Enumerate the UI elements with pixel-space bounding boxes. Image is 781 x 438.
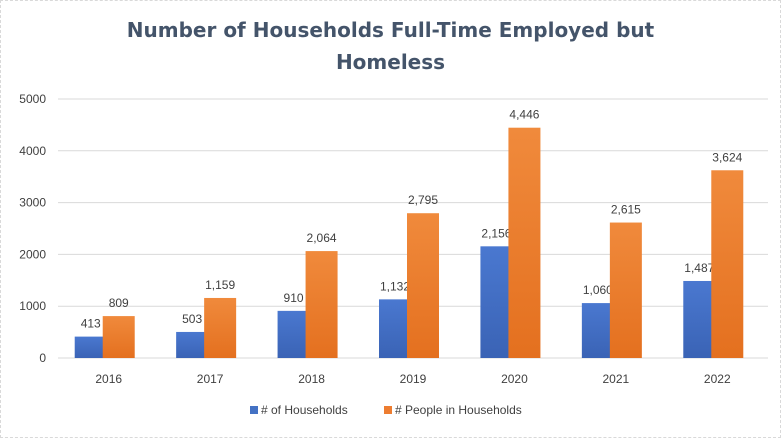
chart-title: Number of Households Full-Time Employed … — [0, 14, 781, 78]
data-label: 2,795 — [408, 193, 438, 207]
bar-people — [711, 170, 744, 358]
y-tick-label: 4000 — [19, 144, 46, 158]
data-label: 2,156 — [481, 226, 511, 240]
bar-people — [305, 251, 338, 358]
legend-swatch-people — [384, 406, 392, 414]
bar-households — [176, 331, 209, 358]
x-tick-label: 2019 — [400, 372, 427, 386]
x-tick-label: 2020 — [501, 372, 528, 386]
chart-title-line-1: Number of Households Full-Time Employed … — [126, 18, 655, 42]
data-label: 1,159 — [205, 278, 235, 292]
bar-households — [379, 299, 411, 358]
legend-label-people: # People in Households — [395, 403, 522, 417]
x-tick-label: 2017 — [197, 372, 224, 386]
data-label: 910 — [284, 291, 304, 305]
x-tick-label: 2022 — [704, 372, 731, 386]
chart-title-line-2: Homeless — [335, 50, 446, 74]
data-label: 503 — [182, 312, 202, 326]
y-tick-label: 1000 — [19, 299, 46, 313]
data-label: 3,624 — [712, 150, 742, 164]
data-label: 1,132 — [380, 279, 410, 293]
data-label: 1,487 — [684, 261, 714, 275]
x-tick-label: 2021 — [603, 372, 630, 386]
legend-label-households: # of Households — [261, 403, 348, 417]
y-tick-label: 2000 — [19, 247, 46, 261]
x-tick-label: 2016 — [95, 372, 122, 386]
bar-households — [581, 303, 614, 358]
legend-swatch-households — [250, 406, 258, 414]
bar-households — [480, 246, 513, 358]
bar-households — [277, 310, 310, 358]
bar-people — [407, 213, 439, 358]
data-label: 4,446 — [509, 108, 539, 122]
y-tick-label: 3000 — [19, 196, 46, 210]
y-tick-label: 0 — [39, 351, 46, 365]
data-label: 1,060 — [583, 283, 613, 297]
data-label: 809 — [109, 296, 129, 310]
bar-people — [204, 297, 237, 358]
x-tick-label: 2018 — [298, 372, 325, 386]
bar-households — [74, 336, 107, 358]
bar-households — [683, 280, 716, 358]
data-label: 2,615 — [611, 203, 641, 217]
data-label: 2,064 — [307, 231, 337, 245]
bar-people — [102, 316, 135, 358]
y-tick-label: 5000 — [19, 92, 46, 106]
bar-people — [508, 127, 541, 358]
data-label: 413 — [81, 317, 101, 331]
bar-people — [609, 222, 642, 358]
